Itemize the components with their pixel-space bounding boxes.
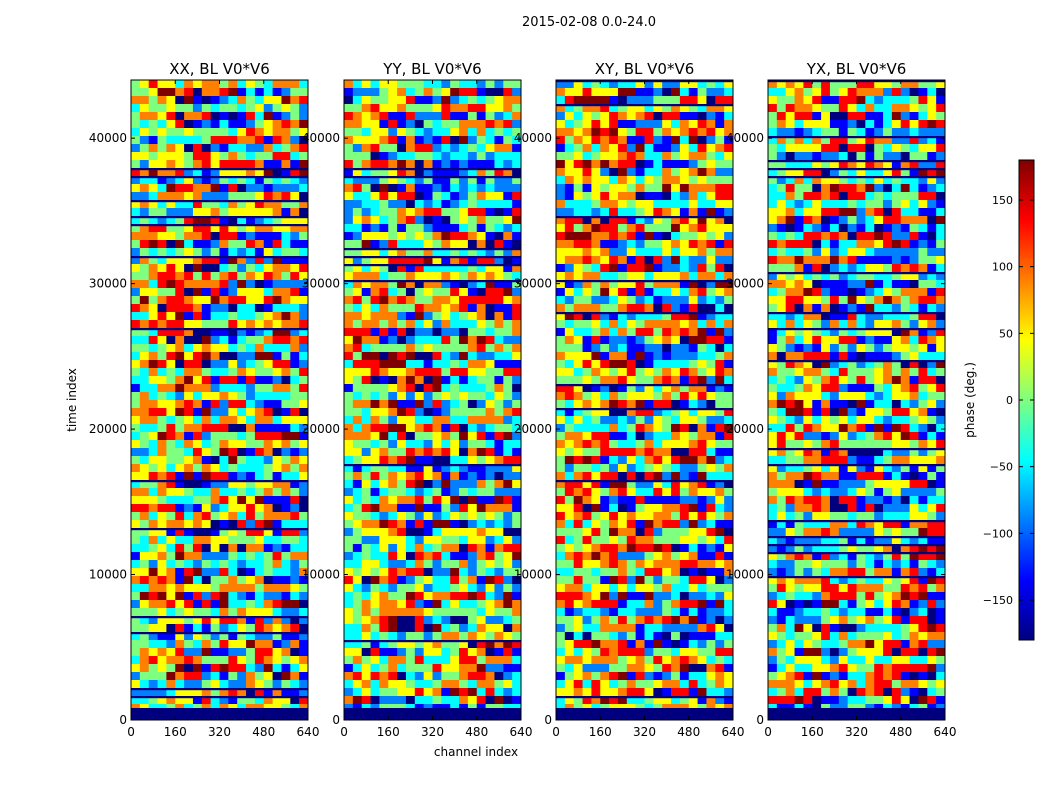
x-tick-label: 640 [510,725,533,739]
x-tick-label: 0 [340,725,348,739]
colorbar-tick-label: 150 [992,194,1013,207]
y-tick-label: 0 [544,713,552,727]
x-tick-label: 320 [633,725,656,739]
colorbar-tick-label: −100 [983,527,1013,540]
y-tick-label: 30000 [302,277,340,291]
y-tick-label: 30000 [726,277,764,291]
y-tick-label: 40000 [89,131,127,145]
y-tick-label: 40000 [302,131,340,145]
y-tick-label: 0 [332,713,340,727]
panel-title: XY, BL V0*V6 [595,60,695,78]
panel-title: XX, BL V0*V6 [169,60,270,78]
phase-image [344,80,522,721]
figure-suptitle: 2015-02-08 0.0-24.0 [522,15,656,30]
panels-group: XX, BL V0*V6 0 160 320 480 640 0 10000 20000 3000… [89,60,957,739]
y-tick-label: 40000 [514,131,552,145]
y-tick-label: 10000 [514,568,552,582]
y-tick-label: 40000 [726,131,764,145]
x-tick-label: 320 [208,725,231,739]
panel-3: YX, BL V0*V6 0 160 320 480 640 0 10000 20000 3000… [726,60,957,739]
phase-image [768,80,946,721]
x-tick-label: 320 [845,725,868,739]
y-tick-label: 0 [756,713,764,727]
colorbar-tick-label: 50 [999,327,1013,340]
x-tick-label: 320 [421,725,444,739]
y-tick-label: 20000 [89,422,127,436]
x-tick-label: 640 [297,725,320,739]
panel-title: YY, BL V0*V6 [382,60,481,78]
phase-image [131,80,309,721]
y-tick-label: 20000 [726,422,764,436]
y-tick-label: 10000 [89,568,127,582]
colorbar-tick-label: −50 [990,461,1013,474]
colorbar: −150 −100 −50 0 50 100 150 phase (deg.) [963,159,1035,641]
phase-image [556,80,734,721]
x-axis-label: channel index [434,745,518,759]
y-tick-label: 10000 [726,568,764,582]
colorbar-label: phase (deg.) [963,362,977,438]
x-tick-label: 160 [589,725,612,739]
y-axis-label: time index [65,368,79,432]
colorbar-tick-label: −150 [983,594,1013,607]
x-tick-label: 160 [377,725,400,739]
x-tick-label: 160 [801,725,824,739]
colorbar-tick-label: 0 [1006,394,1013,407]
y-tick-label: 10000 [302,568,340,582]
x-tick-label: 0 [764,725,772,739]
y-tick-label: 20000 [514,422,552,436]
x-tick-label: 0 [127,725,135,739]
y-tick-label: 30000 [514,277,552,291]
x-tick-label: 480 [465,725,488,739]
panel-2: XY, BL V0*V6 0 160 320 480 640 0 10000 20000 3000… [514,60,745,739]
y-tick-label: 0 [119,713,127,727]
colorbar-tick-label: 100 [992,261,1013,274]
x-tick-label: 0 [552,725,560,739]
x-tick-label: 480 [252,725,275,739]
x-tick-label: 480 [677,725,700,739]
x-tick-label: 640 [934,725,957,739]
x-tick-label: 480 [889,725,912,739]
panel-1: YY, BL V0*V6 0 160 320 480 640 0 10000 20000 3000… [302,60,533,739]
panel-0: XX, BL V0*V6 0 160 320 480 640 0 10000 20000 3000… [89,60,320,739]
y-tick-label: 30000 [89,277,127,291]
x-tick-label: 640 [722,725,745,739]
x-tick-label: 160 [164,725,187,739]
y-tick-label: 20000 [302,422,340,436]
panel-title: YX, BL V0*V6 [806,60,907,78]
